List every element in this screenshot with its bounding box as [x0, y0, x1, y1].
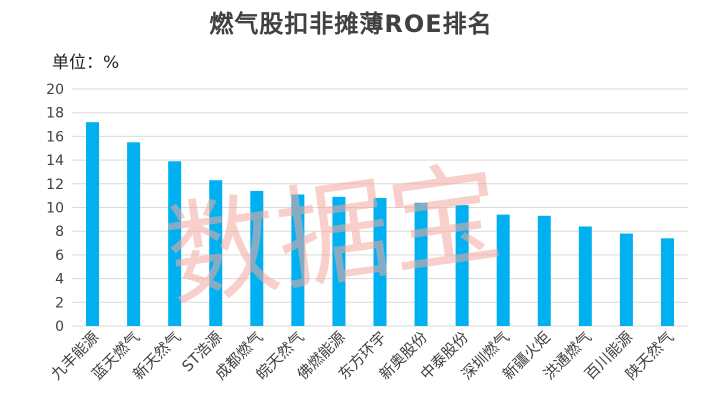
bar — [127, 142, 141, 326]
y-tick-label: 16 — [46, 129, 64, 145]
y-tick-label: 4 — [55, 272, 64, 288]
bar — [578, 226, 592, 326]
y-tick-label: 6 — [55, 248, 64, 264]
y-tick-label: 10 — [46, 201, 64, 217]
bar — [660, 238, 674, 326]
bar — [455, 205, 469, 326]
y-tick-label: 12 — [46, 177, 64, 193]
bar — [86, 122, 100, 327]
y-tick-label: 18 — [46, 106, 64, 122]
y-tick-label: 14 — [46, 153, 64, 169]
unit-label: 单位：% — [52, 53, 120, 73]
chart-title: 燃气股扣非摊薄ROE排名 — [209, 10, 493, 38]
bar — [250, 190, 264, 326]
bar — [619, 233, 633, 326]
bar — [414, 202, 428, 326]
bars — [86, 122, 674, 327]
bar — [332, 196, 346, 326]
bar — [209, 180, 223, 326]
bar — [537, 215, 551, 326]
y-axis-ticks: 0 2 4 6 8 10 12 14 16 18 20 — [46, 82, 64, 335]
bar — [496, 214, 510, 326]
y-tick-label: 20 — [46, 82, 64, 98]
x-axis-labels: 九丰能源蓝天燃气新天然气ST浩源成都燃气皖天然气佛燃能源东方环宇新奥股份中泰股份… — [47, 328, 677, 383]
y-tick-label: 2 — [55, 295, 64, 311]
bar — [373, 198, 387, 326]
y-tick-label: 8 — [55, 224, 64, 240]
y-tick-label: 0 — [55, 319, 64, 335]
bar — [168, 161, 182, 326]
bar — [291, 194, 305, 326]
